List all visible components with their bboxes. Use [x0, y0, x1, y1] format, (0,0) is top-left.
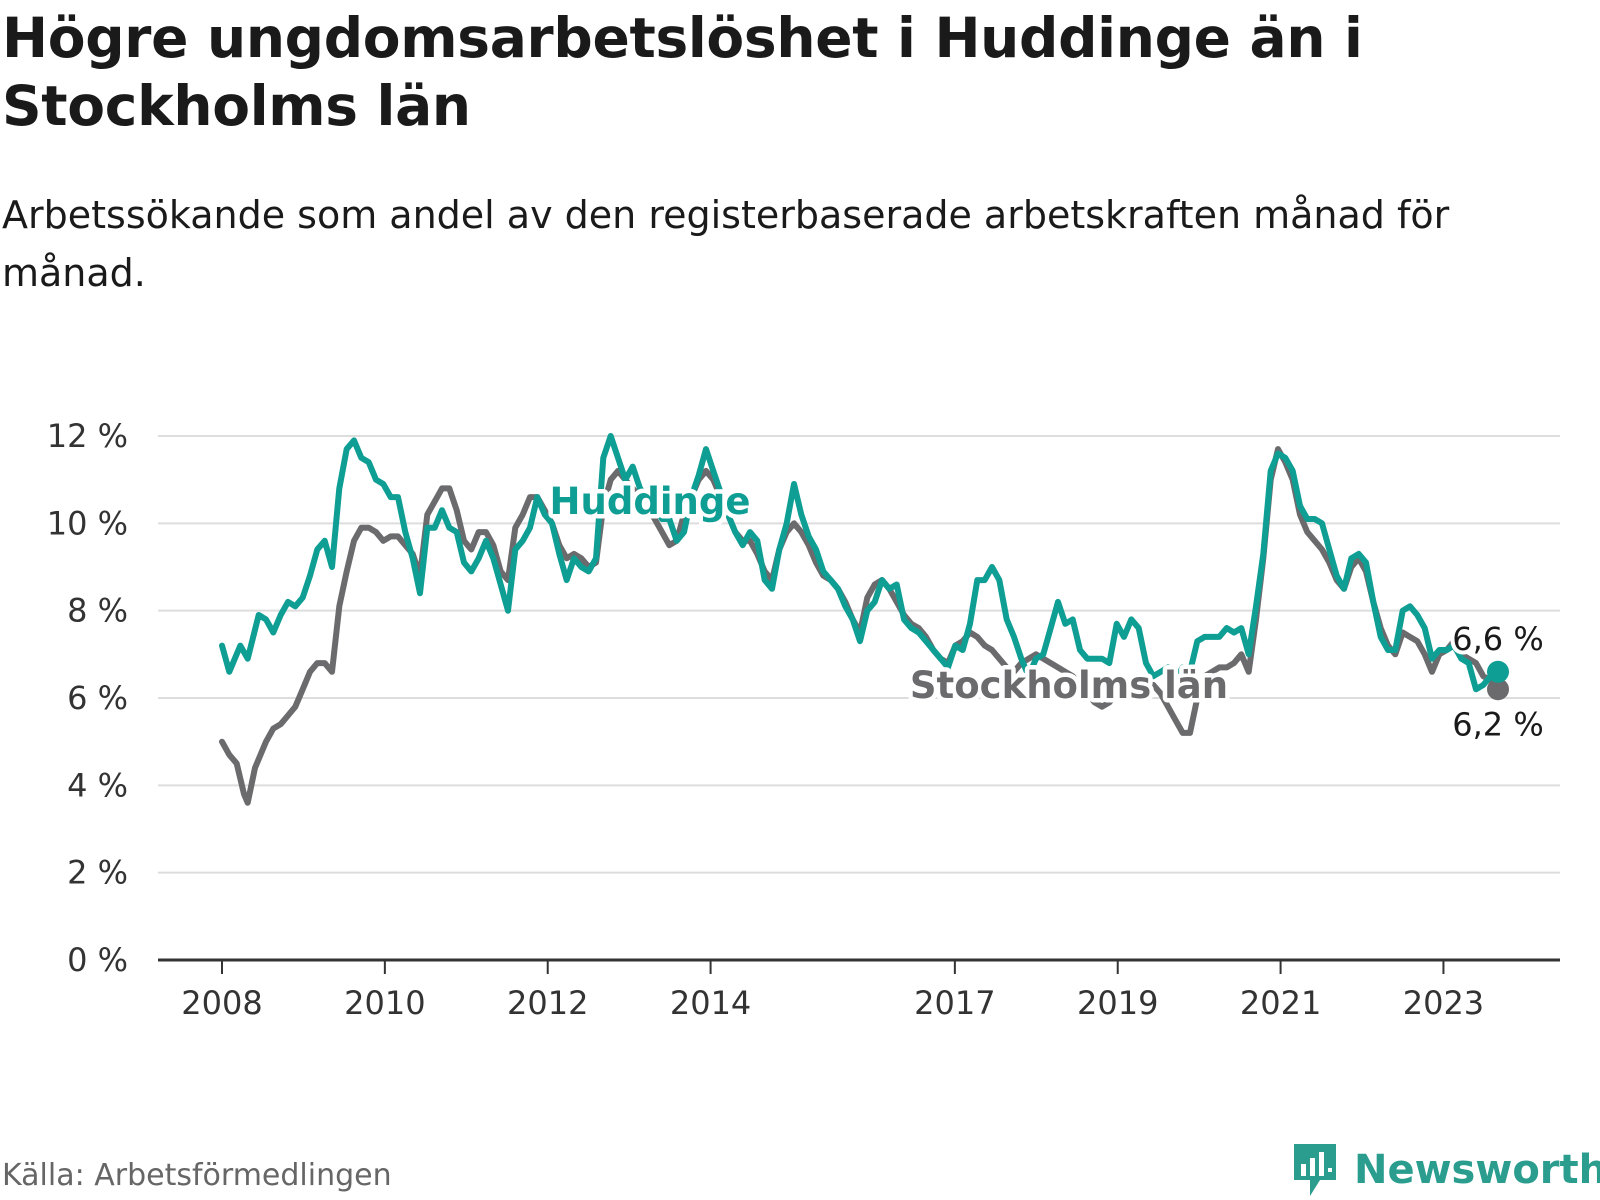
- end-point-stockholm: [1487, 678, 1509, 701]
- series-line-stockholm: [219, 446, 1501, 806]
- chart-title: Högre ungdomsarbetslöshet i Huddinge än …: [2, 6, 1363, 138]
- series-line-huddinge: [219, 433, 1501, 693]
- y-tick-label: 12 %: [47, 417, 128, 455]
- source-note: Källa: Arbetsförmedlingen: [2, 1158, 392, 1193]
- y-axis-ticks: 0 % 2 % 4 % 6 % 8 % 10 % 12 %: [47, 417, 128, 979]
- x-tick-label: 2012: [507, 984, 588, 1020]
- brand-name: Newsworthy: [1354, 1147, 1600, 1193]
- series-label-huddinge: Huddinge: [550, 480, 751, 523]
- y-tick-label: 4 %: [67, 766, 128, 804]
- x-tick-label: 2014: [670, 984, 751, 1020]
- y-tick-label: 6 %: [67, 679, 128, 717]
- chart-subtitle: Arbetssökande som andel av den registerb…: [2, 193, 1450, 295]
- x-tick-label: 2010: [344, 984, 425, 1020]
- x-tick-label: 2019: [1077, 984, 1158, 1020]
- x-tick-label: 2023: [1403, 984, 1484, 1020]
- series-labels: Huddinge Stockholms län 6,6 % 6,2 %: [545, 476, 1548, 748]
- end-point-huddinge: [1487, 660, 1509, 683]
- end-label-huddinge: 6,6 %: [1452, 620, 1543, 658]
- series-label-stockholm: Stockholms län: [910, 664, 1228, 707]
- bar-chart-icon: [1294, 1144, 1336, 1196]
- newsworthy-logo[interactable]: Newsworthy: [1290, 1140, 1600, 1200]
- x-tick-label: 2017: [914, 984, 995, 1020]
- line-chart: 0 % 2 % 4 % 6 % 8 % 10 % 12 % 2008 2010 2012 2014…: [47, 417, 1560, 1020]
- grid-lines: [158, 435, 1560, 874]
- x-tick-label: 2008: [181, 984, 262, 1020]
- x-axis: 2008 2010 2012 2014 2017 2019 2021 2023: [158, 958, 1560, 1020]
- y-tick-label: 10 %: [47, 504, 128, 542]
- y-tick-label: 8 %: [67, 592, 128, 630]
- x-tick-label: 2021: [1240, 984, 1321, 1020]
- y-tick-label: 2 %: [67, 854, 128, 892]
- y-tick-label: 0 %: [67, 941, 128, 979]
- end-label-stockholm: 6,2 %: [1452, 705, 1543, 743]
- series-lines: [219, 433, 1509, 806]
